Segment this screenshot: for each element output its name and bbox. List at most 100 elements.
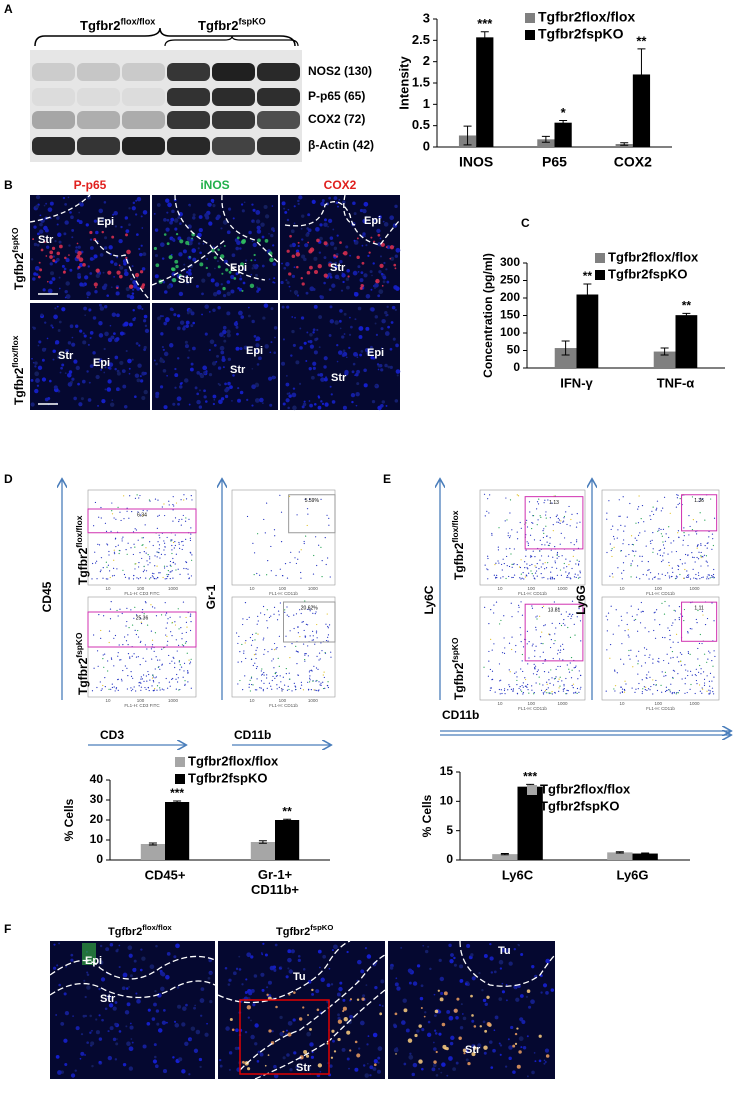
stain-dot bbox=[107, 270, 112, 275]
flow-event bbox=[535, 570, 538, 572]
nucleus bbox=[198, 227, 203, 233]
flow-event bbox=[177, 608, 179, 610]
stain-dot bbox=[377, 233, 381, 237]
nucleus bbox=[376, 228, 381, 233]
flow-event bbox=[103, 666, 105, 668]
flow-event bbox=[249, 679, 251, 681]
nucleus bbox=[235, 272, 239, 276]
flow-event bbox=[536, 508, 538, 510]
flow-event bbox=[687, 674, 689, 677]
stain-dot bbox=[514, 1042, 518, 1046]
stain-dot bbox=[385, 246, 388, 249]
flow-event bbox=[556, 653, 559, 655]
nucleus bbox=[256, 286, 259, 289]
nucleus bbox=[132, 309, 135, 312]
nucleus bbox=[161, 345, 164, 349]
nucleus bbox=[371, 274, 373, 277]
legend-swatch bbox=[525, 30, 535, 40]
flow-event bbox=[165, 634, 167, 636]
flow-event bbox=[576, 541, 578, 543]
flow-event bbox=[566, 566, 568, 568]
flow-event bbox=[294, 557, 296, 559]
nucleus bbox=[356, 369, 361, 374]
flow-event bbox=[144, 686, 146, 689]
nucleus bbox=[154, 254, 159, 258]
flow-event bbox=[545, 517, 547, 519]
flow-event bbox=[655, 684, 657, 686]
flow-event bbox=[660, 560, 663, 563]
nucleus bbox=[129, 974, 133, 978]
flow-event bbox=[643, 521, 645, 523]
flow-event bbox=[610, 605, 612, 607]
nucleus bbox=[125, 229, 130, 234]
flow-event bbox=[535, 629, 537, 631]
flow-event bbox=[282, 676, 284, 678]
nucleus bbox=[282, 338, 286, 341]
nucleus bbox=[112, 213, 115, 216]
flow-event bbox=[519, 566, 522, 569]
nucleus bbox=[292, 1018, 296, 1022]
flow-event bbox=[612, 535, 615, 538]
flow-event bbox=[271, 660, 273, 662]
flow-event bbox=[562, 520, 565, 522]
flow-event bbox=[145, 688, 147, 690]
nucleus bbox=[132, 201, 136, 205]
flow-event bbox=[150, 604, 152, 606]
flow-event bbox=[563, 517, 565, 519]
flow-event bbox=[576, 687, 579, 690]
flow-event bbox=[288, 688, 290, 691]
nucleus bbox=[251, 203, 254, 206]
nucleus bbox=[309, 339, 313, 344]
flow-event bbox=[698, 551, 700, 553]
nucleus bbox=[273, 351, 277, 355]
nucleus bbox=[123, 321, 129, 327]
nucleus bbox=[358, 326, 364, 331]
flow-event bbox=[257, 533, 259, 535]
flow-event bbox=[711, 548, 713, 550]
flow-event bbox=[189, 661, 192, 663]
nucleus bbox=[393, 1024, 398, 1029]
nucleus bbox=[219, 332, 224, 337]
nucleus bbox=[396, 374, 399, 377]
bar bbox=[632, 74, 651, 147]
nucleus bbox=[412, 981, 418, 986]
flow-event bbox=[138, 685, 140, 687]
flow-event bbox=[510, 688, 513, 690]
nucleus bbox=[214, 267, 216, 270]
flow-event bbox=[607, 612, 610, 614]
nucleus bbox=[263, 204, 268, 210]
flow-event bbox=[323, 676, 325, 679]
nucleus bbox=[234, 238, 239, 243]
stain-dot bbox=[125, 233, 128, 237]
nucleus bbox=[400, 946, 403, 949]
flow-event bbox=[494, 563, 496, 566]
stain-dot bbox=[225, 268, 229, 272]
flow-event bbox=[681, 615, 684, 617]
flow-event bbox=[527, 544, 529, 546]
flow-event bbox=[526, 686, 528, 688]
flow-event bbox=[272, 675, 274, 678]
flow-event bbox=[181, 518, 183, 520]
flow-event bbox=[156, 685, 159, 687]
stain-dot bbox=[78, 257, 84, 262]
flow-event bbox=[606, 512, 608, 514]
flow-event bbox=[528, 692, 530, 694]
flow-event bbox=[115, 518, 117, 520]
flow-event bbox=[630, 605, 632, 607]
flow-event bbox=[579, 521, 581, 523]
stain-dot bbox=[373, 1063, 377, 1067]
flow-event bbox=[131, 624, 134, 626]
nucleus bbox=[54, 240, 57, 243]
nucleus bbox=[362, 994, 366, 998]
nucleus bbox=[130, 277, 133, 281]
flow-event bbox=[668, 577, 671, 579]
flow-event bbox=[544, 659, 546, 661]
nucleus bbox=[128, 986, 130, 988]
nucleus bbox=[235, 1028, 239, 1033]
flow-event bbox=[164, 546, 166, 548]
flow-event bbox=[171, 552, 173, 555]
flow-event bbox=[274, 535, 276, 537]
nucleus bbox=[64, 1011, 70, 1016]
flow-event bbox=[556, 514, 558, 516]
nucleus bbox=[363, 368, 367, 373]
